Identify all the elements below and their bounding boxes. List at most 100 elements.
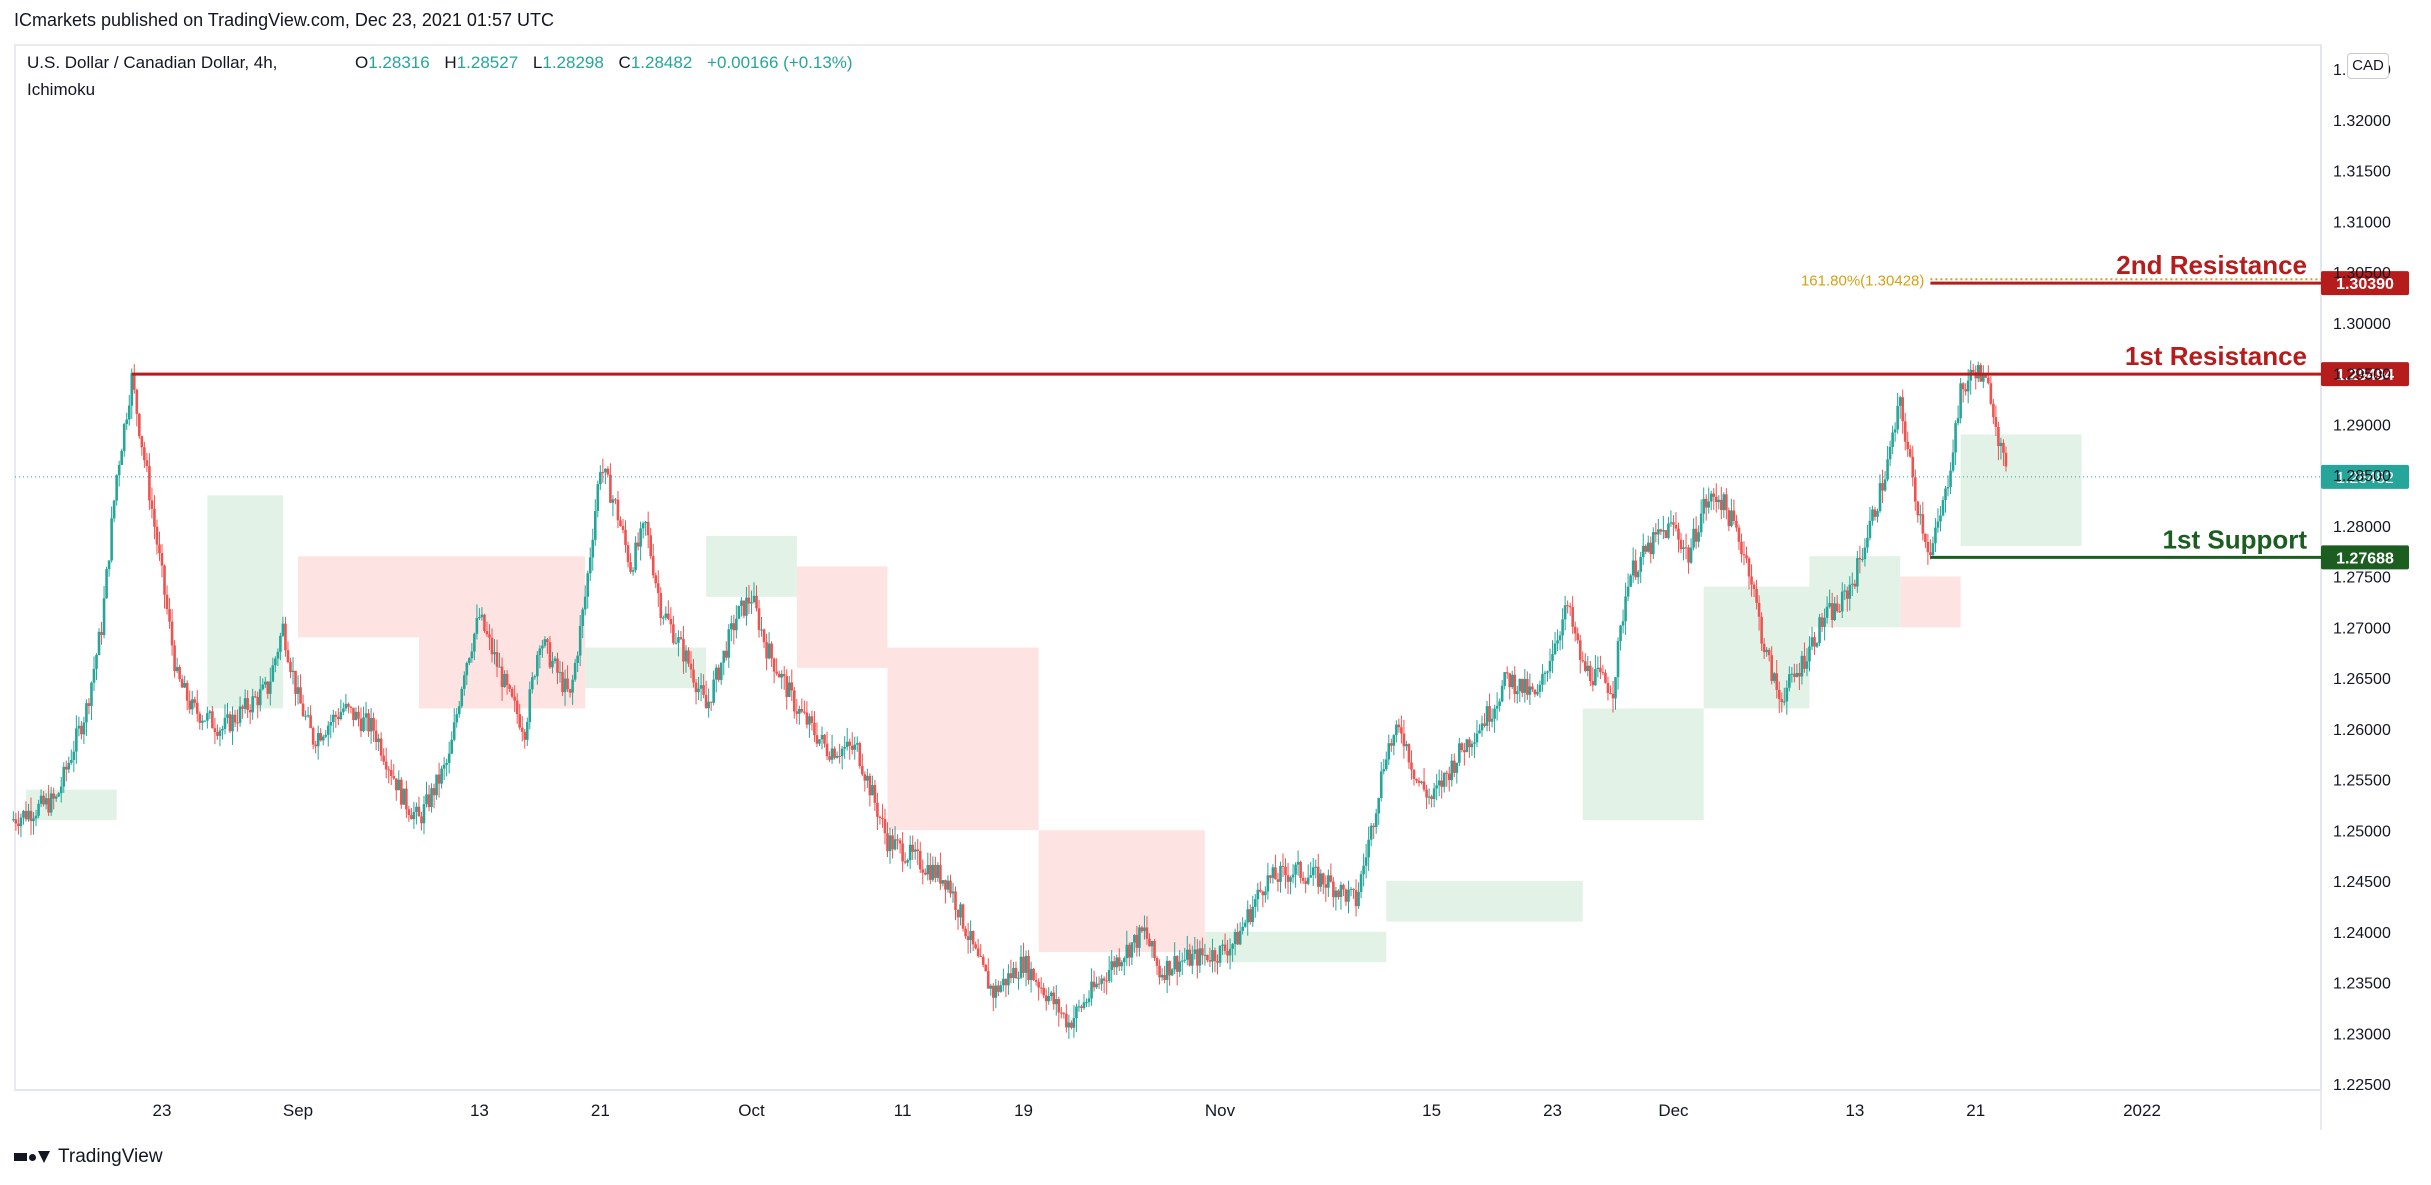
x-tick-label: 11 — [894, 1101, 912, 1120]
candle-up — [1891, 432, 1894, 447]
ichimoku-cloud-bearish — [298, 556, 419, 638]
candle-down — [1332, 881, 1335, 898]
candle-up — [908, 844, 912, 861]
candle-up — [1510, 674, 1514, 688]
candle-down — [621, 526, 625, 530]
candle-up — [1790, 673, 1794, 675]
candle-down — [805, 712, 809, 725]
candle-up — [342, 708, 345, 712]
candle-down — [704, 694, 708, 709]
last-price-tag-bg — [2321, 464, 2409, 489]
x-tick-label: Oct — [738, 1101, 765, 1120]
candle-up — [1450, 760, 1454, 781]
candle-down — [1284, 866, 1287, 876]
candle-up — [906, 860, 909, 863]
candle-down — [246, 698, 249, 710]
candle-down — [724, 650, 728, 658]
candle-up — [1193, 949, 1197, 954]
x-tick-label: 2022 — [2123, 1101, 2161, 1120]
candle-up — [402, 788, 406, 805]
candle-up — [1788, 674, 1791, 688]
candle-up — [1828, 603, 1831, 607]
candle-down — [1281, 865, 1285, 867]
candle-down — [672, 624, 675, 643]
candle-up — [1090, 981, 1093, 999]
candle-down — [301, 703, 305, 717]
candle-down — [1679, 539, 1683, 550]
candle-down — [1070, 1022, 1073, 1028]
currency-button[interactable]: CAD — [2347, 53, 2389, 79]
candle-down — [1352, 888, 1355, 891]
candle-up — [1936, 521, 1940, 528]
candle-up — [1785, 687, 1789, 702]
candle-up — [1019, 956, 1023, 978]
candle-down — [410, 815, 413, 820]
candle-down — [148, 465, 151, 501]
candle-down — [490, 637, 494, 655]
candle-up — [49, 793, 53, 813]
symbol-title[interactable]: U.S. Dollar / Canadian Dollar, 4h, — [27, 53, 278, 72]
candle-up — [1868, 520, 1872, 538]
candle-up — [1143, 927, 1146, 932]
candle-up — [1024, 955, 1028, 973]
candle-down — [1415, 778, 1418, 781]
y-tick-label: 1.25000 — [2333, 823, 2391, 840]
candle-up — [377, 738, 380, 743]
candle-up — [208, 711, 212, 714]
x-tick-label: 19 — [1014, 1101, 1033, 1120]
candle-down — [523, 731, 527, 740]
candle-down — [742, 600, 746, 616]
indicator-name[interactable]: Ichimoku — [27, 80, 96, 99]
candle-up — [871, 785, 874, 796]
candle-up — [722, 650, 726, 663]
candle-down — [911, 844, 914, 852]
candle-up — [1956, 418, 1960, 424]
candle-up — [1435, 785, 1438, 789]
candle-up — [326, 725, 330, 735]
candle-up — [1047, 995, 1051, 1002]
candle-down — [755, 595, 758, 609]
candle-up — [639, 528, 642, 547]
candle-down — [770, 643, 773, 659]
candle-up — [1075, 1006, 1078, 1019]
candle-up — [344, 703, 348, 709]
candle-down — [294, 670, 297, 694]
candle-up — [329, 722, 333, 726]
candle-up — [1498, 701, 1501, 706]
tradingview-logo[interactable]: TradingView — [14, 1146, 163, 1168]
candle-down — [1324, 884, 1328, 888]
candle-up — [1558, 635, 1562, 641]
candle-up — [1384, 759, 1388, 770]
candle-down — [694, 682, 698, 693]
candle-down — [352, 707, 355, 721]
candle-down — [1248, 909, 1252, 922]
candle-up — [1888, 446, 1892, 460]
candle-down — [213, 728, 217, 732]
candle-up — [1115, 957, 1119, 968]
candle-down — [1135, 934, 1139, 948]
candle-down — [669, 618, 673, 625]
candle-up — [296, 687, 300, 694]
candle-up — [67, 762, 71, 770]
candle-up — [85, 703, 88, 723]
candle-down — [132, 373, 136, 390]
candle-up — [1717, 499, 1721, 503]
candle-up — [1651, 532, 1655, 555]
y-tick-label: 1.23500 — [2333, 976, 2391, 993]
candle-up — [369, 717, 373, 732]
candle-up — [475, 617, 479, 634]
candle-up — [593, 510, 597, 540]
candle-up — [1339, 884, 1343, 897]
candle-down — [1964, 389, 1967, 392]
candle-up — [415, 806, 418, 812]
candle-down — [1913, 477, 1917, 502]
candle-down — [508, 685, 511, 689]
candle-down — [1924, 533, 1927, 542]
candle-up — [462, 675, 466, 689]
candle-up — [1561, 619, 1564, 636]
candle-up — [1692, 528, 1695, 548]
candle-up — [1183, 959, 1187, 961]
candle-down — [17, 823, 20, 827]
candle-down — [546, 639, 549, 643]
